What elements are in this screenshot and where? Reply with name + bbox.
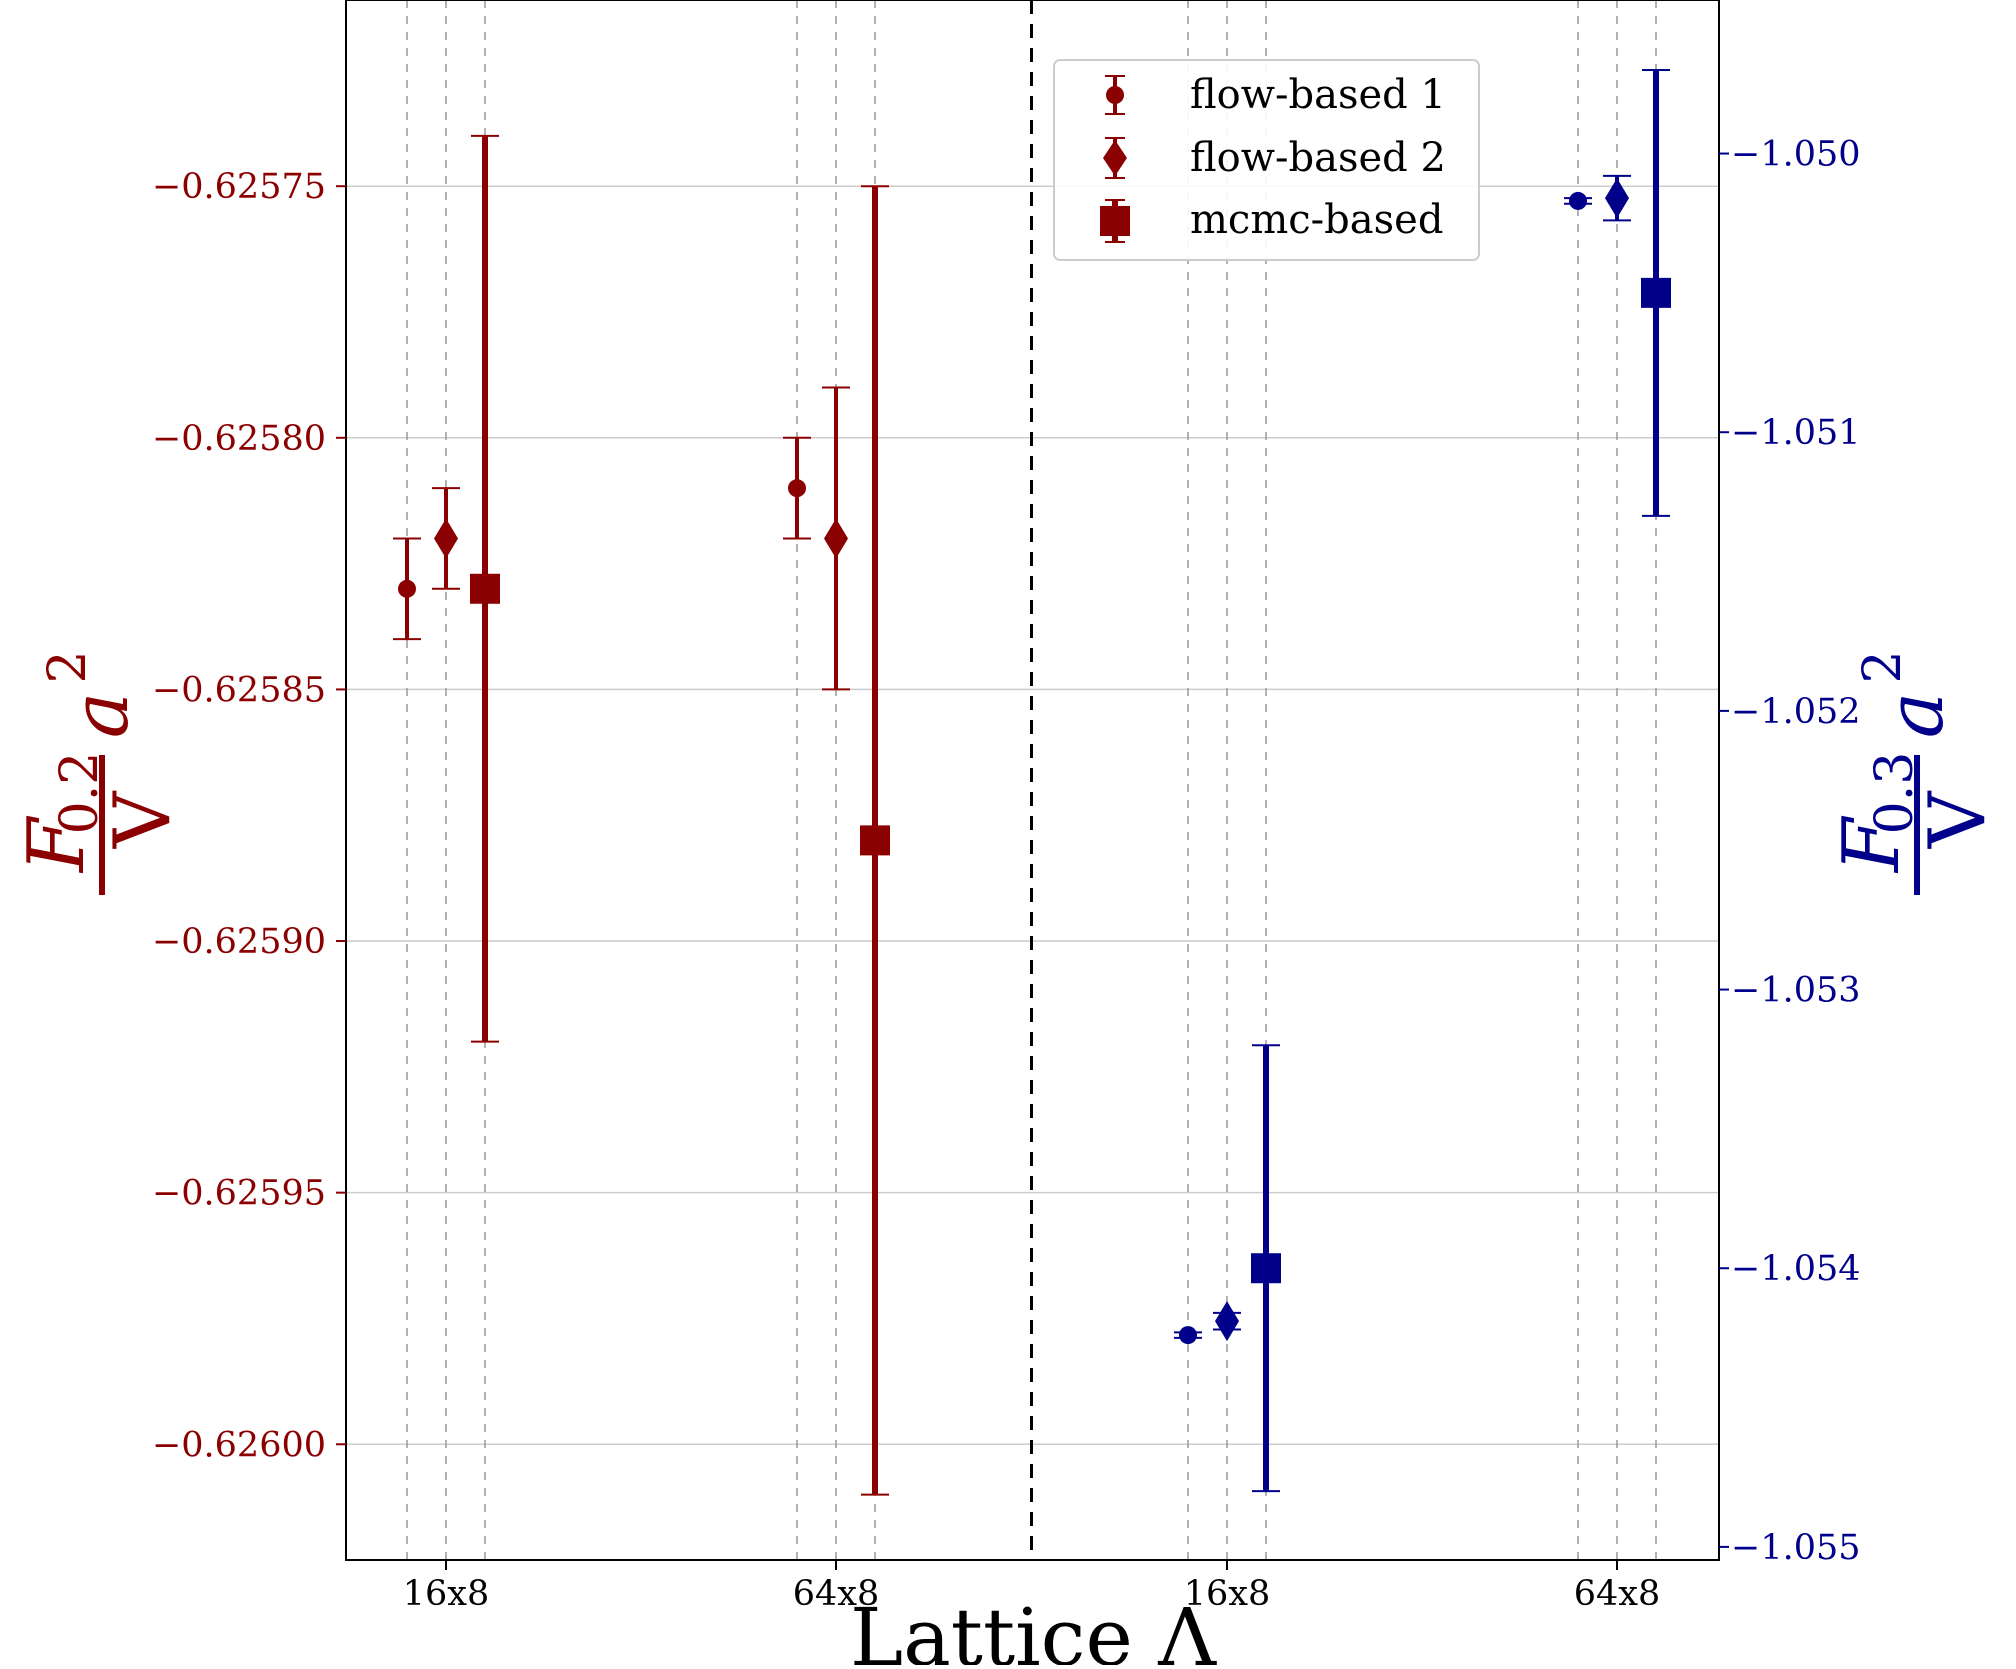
data-point-circle [393,537,421,641]
left-tick-label: −0.62575 [152,167,326,207]
left-tick-label: −0.62580 [152,419,326,459]
data-point-square [1641,68,1671,517]
data-layer [393,68,1671,1496]
marker-square [470,573,500,604]
left-label-exponent: 2 [38,650,98,683]
data-point-diamond [822,386,850,691]
marker-circle [1179,1326,1197,1345]
data-point-square [470,134,500,1043]
left-label-a: a [56,692,146,739]
legend-entry-mcmc-based: mcmc-based [1100,197,1443,243]
legend-frame [1053,59,1480,261]
right-tick-label: −1.050 [1731,135,1861,175]
left-y-axis-label: F 0.2 V a 2 [12,650,188,895]
legend-label: mcmc-based [1190,197,1443,243]
right-label-a: a [1871,692,1961,739]
left-label-numerator-f: F [12,815,102,874]
legend-label: flow-based 1 [1190,72,1446,118]
data-point-circle [783,436,811,540]
legend-entry-flow-based-1: flow-based 1 [1105,72,1446,118]
legend: flow-based 1 flow-based 2 mcmc-based [1053,59,1480,261]
grid [346,0,1719,1560]
right-tick-label: −1.051 [1731,413,1861,453]
left-tick-label: −0.62590 [152,922,326,962]
data-point-square [860,185,890,1496]
left-label-fraction-bar [99,755,105,895]
data-point-diamond [432,487,460,590]
data-point-circle [1564,191,1592,210]
x-tick-label: 64x8 [793,1574,880,1614]
right-label-fraction-bar [1914,755,1920,895]
marker-circle [1569,191,1587,210]
data-point-square [1251,1044,1281,1493]
data-point-circle [1174,1326,1202,1345]
data-point-diamond [1213,1301,1241,1342]
right-label-denominator: V [1913,790,2003,849]
right-label-exponent: 2 [1853,650,1913,683]
left-tick-label: −0.62585 [152,670,326,710]
x-tick-label: 16x8 [403,1574,490,1614]
right-tick-label: −1.053 [1731,971,1861,1011]
marker-square [860,825,890,856]
right-tick-label: −1.055 [1731,1528,1861,1568]
x-axis-label: Lattice Λ [850,1591,1217,1665]
x-tick-label: 64x8 [1574,1574,1661,1614]
right-label-numerator-f: F [1827,815,1917,874]
marker-diamond [1215,1301,1239,1342]
legend-marker-square [1100,206,1130,236]
right-y-axis-label: F 0.3 V a 2 [1827,650,2003,895]
right-tick-label: −1.052 [1731,692,1861,732]
marker-circle [398,579,416,598]
marker-square [1251,1253,1281,1284]
legend-entry-flow-based-2: flow-based 2 [1103,135,1446,181]
left-label-denominator: V [98,790,188,849]
marker-diamond [434,518,458,559]
axes: −0.62575 −0.62580 −0.62585 −0.62590 −0.62595… [152,0,1861,1614]
left-tick-label: −0.62595 [152,1174,326,1214]
marker-square [1641,277,1671,308]
marker-circle [788,479,806,498]
left-tick-label: −0.62600 [152,1425,326,1465]
legend-marker-circle [1106,86,1124,104]
plot-frame [345,0,1720,1561]
x-tick-label: 16x8 [1184,1574,1271,1614]
right-tick-label: −1.054 [1731,1249,1861,1289]
marker-diamond [1605,178,1629,219]
legend-label: flow-based 2 [1190,135,1446,181]
marker-diamond [824,518,848,559]
data-point-diamond [1603,174,1631,222]
legend-marker-diamond [1103,140,1127,176]
